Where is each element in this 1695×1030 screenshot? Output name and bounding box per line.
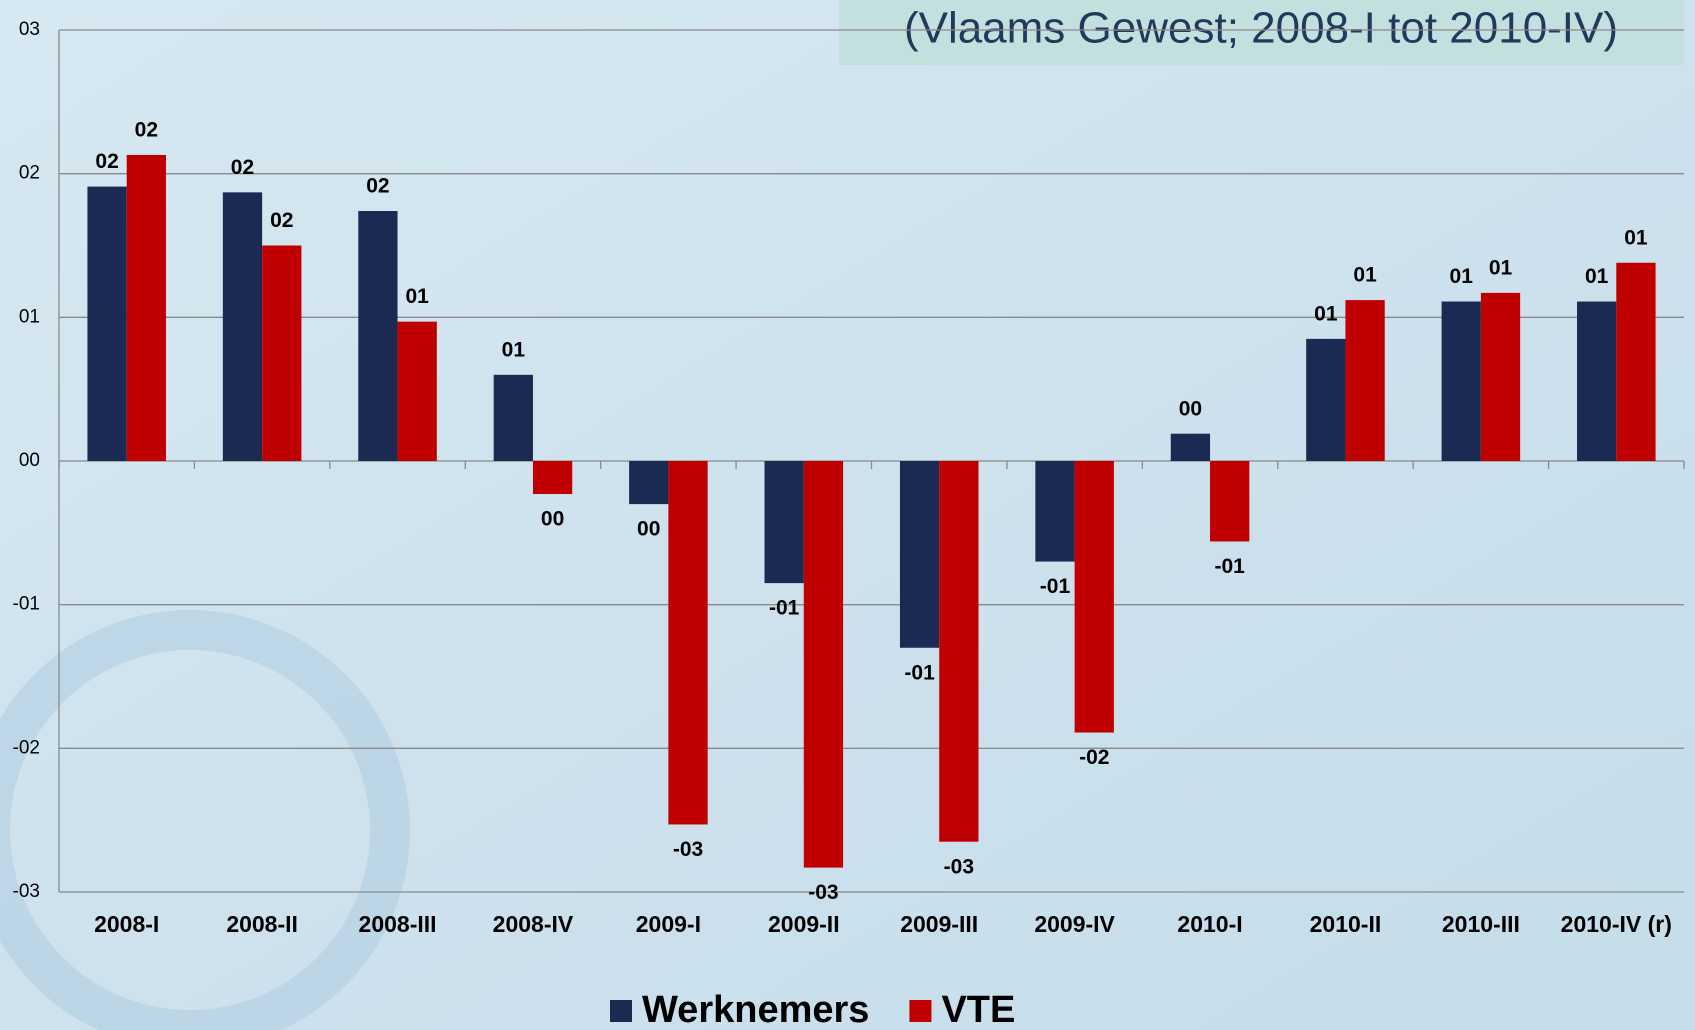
data-label: -03: [944, 855, 974, 878]
bar: [262, 245, 302, 461]
title-box: [839, 0, 1684, 65]
data-label: -01: [1214, 555, 1245, 578]
x-tick-label: 2010-III: [1442, 911, 1520, 937]
y-tick-label: 02: [19, 163, 40, 184]
y-tick-label: 03: [19, 19, 40, 40]
data-label: 01: [405, 285, 429, 308]
legend-label: VTE: [941, 989, 1015, 1030]
bar: [1074, 461, 1114, 733]
data-label: 01: [1353, 264, 1377, 287]
y-tick-label: -01: [13, 594, 40, 615]
data-label: 02: [95, 150, 118, 173]
bar: [493, 374, 533, 461]
bar: [1170, 433, 1211, 461]
x-tick-label: 2010-I: [1177, 911, 1242, 937]
data-label: 02: [135, 119, 158, 142]
chart-title: (Vlaams Gewest; 2008-I tot 2010-IV): [904, 4, 1618, 53]
bar: [1616, 262, 1656, 461]
bar: [1035, 461, 1075, 562]
y-tick-label: 00: [19, 450, 40, 471]
data-label: 01: [502, 338, 526, 361]
x-tick-label: 2010-II: [1310, 911, 1382, 937]
bar: [764, 461, 804, 584]
data-label: 01: [1489, 256, 1513, 279]
legend-label: Werknemers: [642, 989, 869, 1030]
x-tick-label: 2008-IV: [493, 911, 574, 937]
watermark: [0, 610, 410, 1030]
y-tick-label: -02: [13, 737, 40, 758]
x-tick-label: 2008-I: [94, 911, 159, 937]
bar: [899, 461, 940, 648]
bar: [397, 321, 437, 461]
data-label: -02: [1079, 746, 1109, 769]
x-tick-label: 2008-III: [359, 911, 437, 937]
data-label: 00: [541, 508, 564, 531]
bar: [532, 461, 573, 495]
data-label: 01: [1314, 302, 1338, 325]
bar: [668, 461, 708, 825]
data-label: -01: [769, 597, 800, 620]
legend-swatch: [909, 1000, 932, 1022]
bar: [939, 461, 979, 842]
bar: [1441, 301, 1481, 461]
x-tick-label: 2008-II: [226, 911, 298, 937]
x-tick-label: 2009-I: [636, 911, 701, 937]
bar: [1345, 300, 1385, 461]
data-label: 02: [366, 175, 389, 198]
bar: [87, 186, 127, 461]
data-label: -01: [904, 661, 935, 684]
bar: [1210, 461, 1250, 542]
bar: [1480, 292, 1521, 461]
x-tick-label: 2009-IV: [1034, 911, 1115, 937]
bar: [629, 461, 669, 505]
bar: [803, 461, 844, 868]
data-label: 02: [270, 209, 293, 232]
data-label: -03: [808, 881, 838, 904]
bar: [358, 211, 398, 461]
y-tick-label: -03: [13, 881, 40, 902]
bar: [126, 154, 166, 462]
bar: [1577, 301, 1617, 461]
legend-swatch: [610, 1000, 632, 1022]
data-label: 01: [1585, 265, 1609, 288]
bar: [1306, 338, 1346, 461]
data-label: -01: [1040, 575, 1071, 598]
data-label: 02: [231, 156, 254, 179]
x-tick-label: 2010-IV (r): [1561, 911, 1672, 937]
data-label: 00: [1179, 397, 1202, 420]
data-label: 00: [637, 518, 660, 541]
x-tick-label: 2009-III: [900, 911, 978, 937]
bar: [222, 192, 263, 462]
x-tick-label: 2009-II: [768, 911, 840, 937]
data-label: 01: [1450, 265, 1474, 288]
data-label: 01: [1624, 226, 1648, 249]
y-tick-label: 01: [19, 306, 40, 327]
data-label: -03: [673, 838, 703, 861]
